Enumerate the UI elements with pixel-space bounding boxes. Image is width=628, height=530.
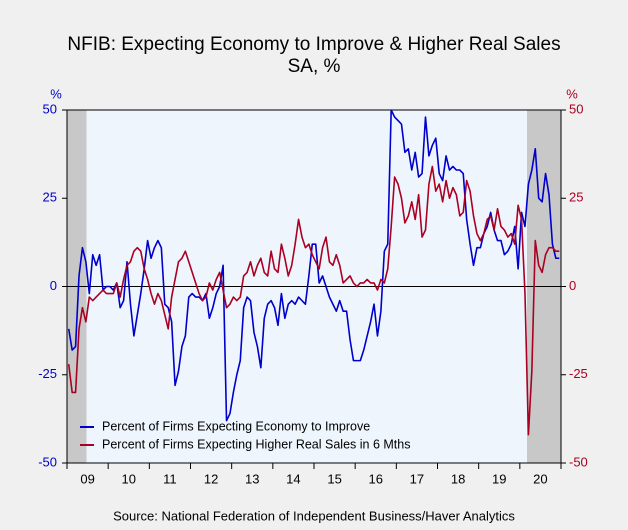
y2-tick-label: -50 (569, 454, 588, 469)
x-tick-label: 11 (163, 471, 177, 486)
x-tick-label: 13 (245, 471, 259, 486)
legend-label: Percent of Firms Expecting Higher Real S… (102, 437, 410, 451)
y-tick-label: 0 (50, 278, 57, 293)
x-tick-label: 09 (80, 471, 94, 486)
x-tick-label: 14 (286, 471, 300, 486)
x-tick-label: 15 (327, 471, 341, 486)
y2-tick-label: 0 (569, 278, 576, 293)
series-line (67, 109, 560, 422)
source-note: Source: National Federation of Independe… (113, 508, 515, 523)
y2-tick-label: -25 (569, 366, 588, 381)
legend-label: Percent of Firms Expecting Economy to Im… (102, 419, 370, 433)
y2-tick-label: 25 (569, 190, 583, 205)
y-tick-label: -50 (38, 454, 57, 469)
x-tick-label: 17 (410, 471, 424, 486)
x-tick-label: 20 (533, 471, 547, 486)
x-tick-label: 10 (122, 471, 136, 486)
series-line (67, 165, 560, 436)
y2-tick-label: 50 (569, 101, 583, 116)
y-axis-label: % (50, 86, 62, 101)
x-tick-label: 18 (451, 471, 465, 486)
chart-subtitle: SA, % (288, 56, 341, 77)
y-tick-label: 50 (43, 101, 57, 116)
x-tick-label: 12 (204, 471, 218, 486)
y2-axis-label: % (566, 86, 578, 101)
x-tick-label: 16 (369, 471, 383, 486)
x-tick-label: 19 (492, 471, 506, 486)
chart-title: NFIB: Expecting Economy to Improve & Hig… (67, 34, 560, 55)
y-tick-label: 25 (43, 190, 57, 205)
y-tick-label: -25 (38, 366, 57, 381)
